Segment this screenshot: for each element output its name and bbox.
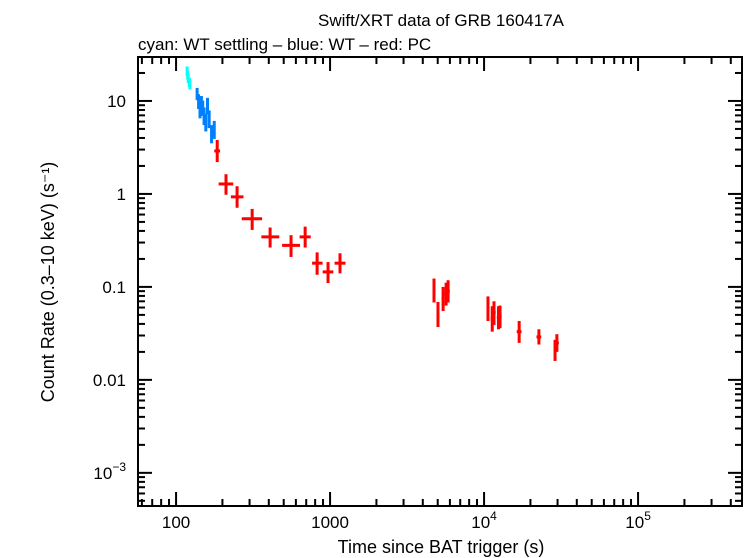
x-tick-label: 100 bbox=[162, 513, 190, 532]
data-point-pc bbox=[554, 334, 559, 352]
data-point-pc bbox=[486, 296, 490, 321]
data-point-pc bbox=[536, 329, 542, 345]
data-point-pc bbox=[446, 280, 450, 303]
data-point-pc bbox=[498, 305, 502, 329]
y-tick-label: 10 bbox=[107, 92, 126, 111]
data-point-pc bbox=[214, 140, 221, 163]
data-point-wt bbox=[210, 125, 214, 144]
data-point-pc bbox=[516, 320, 522, 343]
data-point-pc bbox=[299, 226, 311, 248]
x-tick-label: 105 bbox=[625, 509, 651, 532]
data-point-pc bbox=[492, 301, 496, 325]
data-point-pc bbox=[322, 262, 334, 284]
data-point-pc bbox=[436, 301, 440, 328]
data-point-wt bbox=[206, 97, 210, 115]
data-point-pc bbox=[230, 186, 244, 208]
y-tick-label: 1 bbox=[117, 185, 126, 204]
data-points bbox=[185, 66, 559, 361]
plot-frame bbox=[137, 56, 743, 507]
y-tick-label: 0.01 bbox=[93, 371, 126, 390]
data-point-pc bbox=[441, 286, 445, 312]
data-point-pc bbox=[334, 253, 346, 274]
axes: 100 1000 104 105 10−3 0.01 0.1 1 10 bbox=[93, 57, 742, 532]
data-point-pc bbox=[261, 227, 280, 248]
data-point-pc bbox=[218, 174, 234, 195]
data-point-wt bbox=[212, 120, 216, 139]
data-point-wt bbox=[207, 110, 211, 129]
data-point-pc bbox=[432, 278, 436, 303]
y-axis-label: Count Rate (0.3–10 keV) (s⁻¹) bbox=[38, 162, 58, 403]
x-tick-label: 104 bbox=[471, 509, 497, 532]
data-point-pc bbox=[241, 208, 263, 230]
data-point-pc bbox=[312, 252, 323, 275]
data-point-wt bbox=[204, 113, 208, 132]
y-tick-label: 10−3 bbox=[93, 460, 126, 483]
x-tick-label: 1000 bbox=[311, 513, 349, 532]
y-tick-label: 0.1 bbox=[102, 278, 126, 297]
data-point-wt-settling bbox=[188, 80, 192, 90]
chart-subtitle: cyan: WT settling – blue: WT – red: PC bbox=[138, 35, 431, 54]
chart-title: Swift/XRT data of GRB 160417A bbox=[318, 11, 565, 30]
data-point-pc bbox=[282, 235, 301, 257]
x-axis-label: Time since BAT trigger (s) bbox=[338, 537, 545, 557]
